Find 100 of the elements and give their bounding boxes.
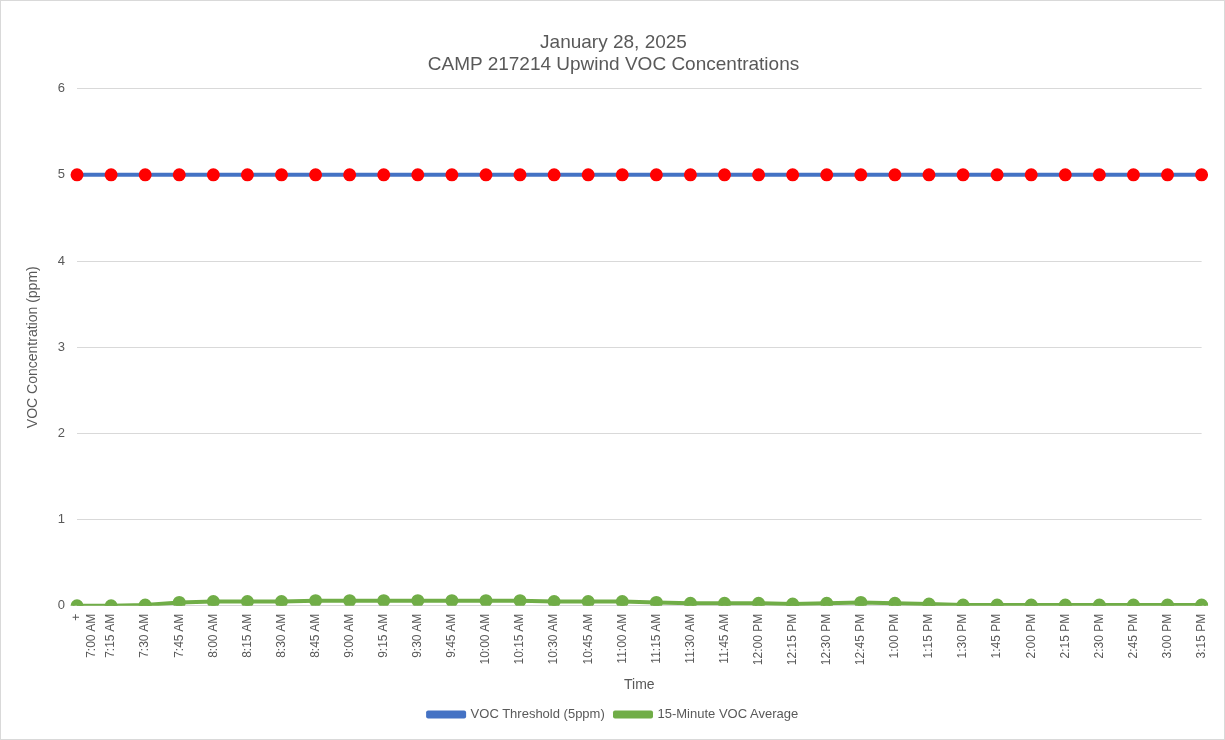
x-tick-label: + 7:00 AM — [69, 613, 98, 658]
point — [172, 595, 186, 606]
x-tick-label: 8:00 AM — [205, 613, 220, 658]
point — [547, 168, 561, 182]
x-tick-label: 1:45 PM — [989, 613, 1004, 659]
x-tick-label: 3:15 PM — [1193, 613, 1208, 659]
chart-subtitle: CAMP 217214 Upwind VOC Concentrations — [427, 53, 800, 75]
point — [513, 594, 527, 606]
x-tick-label: 10:45 AM — [580, 613, 595, 665]
point — [649, 595, 663, 606]
point — [479, 594, 493, 606]
x-tick-label: 12:45 PM — [853, 613, 868, 666]
point — [275, 595, 288, 606]
y-tick-label: 0 — [57, 597, 66, 613]
chart-title: January 28, 2025 — [540, 30, 687, 52]
point — [786, 168, 800, 182]
point — [581, 595, 595, 606]
point — [683, 596, 697, 606]
point — [820, 596, 834, 606]
point — [718, 596, 732, 606]
x-tick-label: 8:30 AM — [273, 613, 288, 658]
x-tick-label: 1:15 PM — [921, 613, 936, 659]
y-tick-label: 4 — [57, 252, 66, 268]
point — [820, 168, 834, 182]
point — [888, 596, 902, 606]
point — [445, 594, 459, 606]
point — [956, 168, 970, 182]
y-tick-label: 6 — [57, 80, 66, 96]
point — [309, 594, 323, 606]
x-tick-label: 10:30 AM — [546, 613, 561, 665]
point — [411, 168, 425, 182]
point — [479, 168, 493, 182]
point — [990, 168, 1004, 182]
point — [718, 168, 732, 182]
point — [206, 595, 220, 606]
x-tick-label: 9:15 AM — [376, 613, 391, 658]
point — [1161, 168, 1175, 182]
point — [70, 168, 84, 182]
legend-label: VOC Threshold (5ppm) — [470, 706, 605, 722]
point — [138, 168, 152, 182]
point — [1092, 168, 1106, 182]
point — [615, 595, 629, 606]
x-tick-label: 11:45 AM — [716, 613, 731, 664]
point — [240, 168, 254, 182]
point — [513, 168, 527, 182]
point — [1024, 168, 1038, 182]
x-tick-label: 12:00 PM — [750, 613, 765, 666]
point — [547, 595, 561, 606]
point — [445, 168, 459, 182]
x-tick-label: 8:45 AM — [307, 613, 322, 658]
legend-label: 15-Minute VOC Average — [657, 706, 799, 722]
point — [275, 168, 288, 182]
x-tick-label: 11:15 AM — [648, 613, 663, 664]
x-tick-label: 1:30 PM — [955, 613, 970, 659]
point — [309, 168, 323, 182]
point — [683, 168, 697, 182]
x-tick-label: 10:15 AM — [512, 613, 527, 665]
x-tick-label: 8:15 AM — [239, 613, 254, 658]
x-tick-label: 7:30 AM — [137, 613, 152, 658]
y-tick-label: 5 — [57, 166, 66, 182]
point — [377, 594, 391, 606]
x-tick-label: 12:30 PM — [819, 613, 834, 666]
x-tick-label: 7:45 AM — [171, 613, 186, 658]
x-tick-label: 2:15 PM — [1057, 613, 1072, 659]
point — [172, 168, 186, 182]
point — [649, 168, 663, 182]
point — [1195, 168, 1209, 182]
point — [581, 168, 595, 182]
point — [854, 168, 868, 182]
x-tick-label: 9:00 AM — [341, 613, 356, 658]
y-tick-label: 3 — [57, 338, 66, 354]
point — [377, 168, 391, 182]
x-tick-label: 7:15 AM — [103, 613, 118, 658]
point — [752, 168, 766, 182]
x-tick-label: 3:00 PM — [1159, 613, 1174, 659]
y-tick-label: 2 — [57, 425, 66, 440]
point — [922, 168, 936, 182]
point — [343, 168, 357, 182]
point — [752, 596, 766, 606]
point — [1126, 168, 1140, 182]
point — [343, 594, 357, 606]
point — [1058, 168, 1072, 182]
point — [854, 595, 868, 606]
point — [888, 168, 902, 182]
y-axis-title: VOC Concentration (ppm) — [24, 266, 41, 429]
x-tick-label: 2:30 PM — [1091, 613, 1106, 659]
x-tick-label: 9:45 AM — [444, 613, 459, 658]
x-tick-label: 2:45 PM — [1125, 613, 1140, 659]
point — [104, 168, 118, 182]
x-tick-label: 9:30 AM — [410, 613, 425, 658]
point — [411, 594, 425, 606]
point — [615, 168, 629, 182]
point — [240, 595, 254, 606]
x-tick-label: 2:00 PM — [1023, 613, 1038, 659]
x-tick-label: 1:00 PM — [887, 613, 902, 659]
x-tick-label: 12:15 PM — [784, 613, 799, 666]
point — [206, 168, 220, 182]
x-tick-label: 11:30 AM — [682, 613, 697, 664]
y-tick-label: 1 — [57, 511, 66, 527]
x-tick-label: 11:00 AM — [614, 613, 629, 664]
